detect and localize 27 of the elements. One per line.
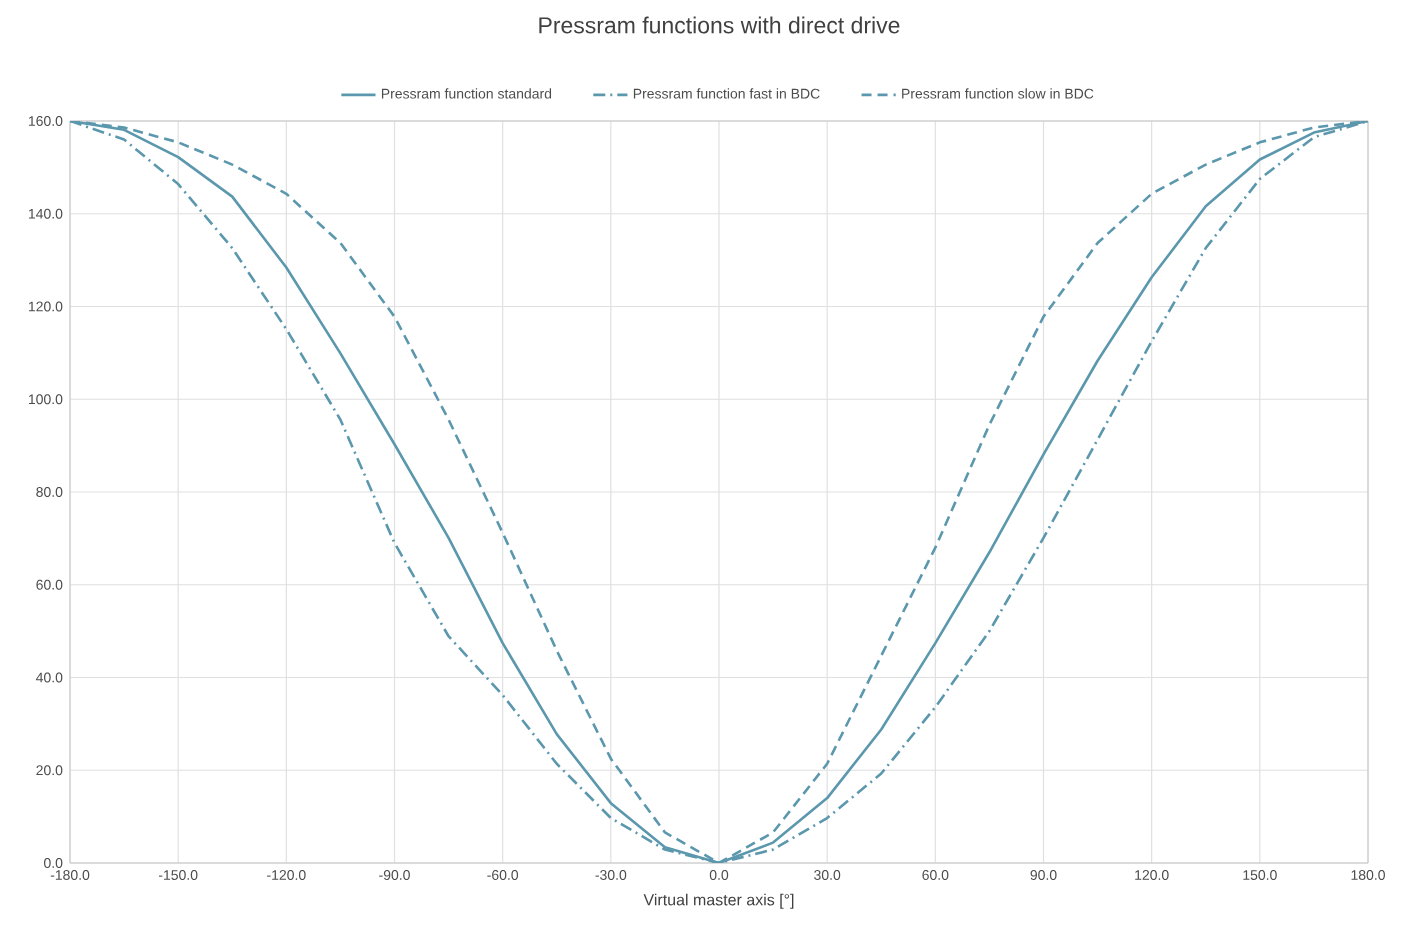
y-tick-label: 20.0	[36, 765, 63, 776]
chart-title: Pressram functions with direct drive	[539, 16, 900, 34]
y-tick-label: 40.0	[36, 672, 63, 683]
x-tick-label: -150.0	[158, 870, 198, 880]
y-tick-label: 100.0	[28, 394, 63, 405]
x-tick-label: 0.0	[709, 870, 729, 880]
y-tick-label: 160.0	[28, 116, 63, 126]
x-tick-label: 60.0	[922, 870, 949, 880]
x-tick-label: -30.0	[595, 870, 627, 880]
y-tick-label: 60.0	[36, 579, 63, 590]
x-tick-label: 30.0	[814, 870, 841, 880]
y-tick-label: 0.0	[44, 858, 63, 868]
x-tick-label: -120.0	[267, 870, 306, 880]
y-tick-label: 140.0	[28, 208, 63, 219]
legend-label: Pressram function fast in BDC	[633, 88, 820, 99]
x-axis-title: Virtual master axis [°]	[643, 893, 794, 909]
x-tick-label: -60.0	[487, 870, 519, 880]
y-tick-label: 80.0	[36, 487, 63, 497]
x-tick-label: -90.0	[379, 870, 410, 880]
legend-label: Pressram function slow in BDC	[902, 88, 1094, 99]
y-tick-label: 120.0	[28, 301, 63, 312]
x-tick-label: 90.0	[1030, 870, 1057, 880]
x-tick-label: 120.0	[1135, 870, 1169, 880]
x-tick-label: 180.0	[1351, 870, 1385, 880]
legend-label: Pressram function standard	[381, 88, 552, 99]
x-tick-label: 150.0	[1243, 870, 1277, 880]
x-tick-label: -180.0	[50, 870, 90, 880]
